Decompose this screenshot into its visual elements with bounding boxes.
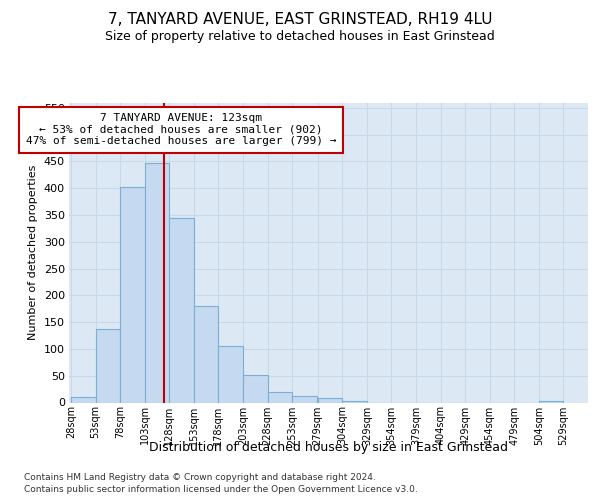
Bar	[169, 218, 194, 402]
Bar	[145, 163, 169, 402]
Bar	[342, 401, 367, 402]
Y-axis label: Number of detached properties: Number of detached properties	[28, 165, 38, 340]
Bar	[218, 346, 243, 403]
Text: Distribution of detached houses by size in East Grinstead: Distribution of detached houses by size …	[149, 441, 508, 454]
Bar	[317, 398, 342, 402]
Text: Size of property relative to detached houses in East Grinstead: Size of property relative to detached ho…	[105, 30, 495, 43]
Text: Contains HM Land Registry data © Crown copyright and database right 2024.: Contains HM Land Registry data © Crown c…	[24, 472, 376, 482]
Text: 7, TANYARD AVENUE, EAST GRINSTEAD, RH19 4LU: 7, TANYARD AVENUE, EAST GRINSTEAD, RH19 …	[108, 12, 492, 28]
Text: Contains public sector information licensed under the Open Government Licence v3: Contains public sector information licen…	[24, 485, 418, 494]
Bar	[95, 329, 120, 402]
Bar	[194, 306, 218, 402]
Bar	[268, 392, 292, 402]
Bar	[243, 374, 268, 402]
Text: 7 TANYARD AVENUE: 123sqm
← 53% of detached houses are smaller (902)
47% of semi-: 7 TANYARD AVENUE: 123sqm ← 53% of detach…	[26, 113, 337, 146]
Bar	[539, 401, 563, 402]
Bar	[71, 397, 95, 402]
Bar	[292, 396, 317, 402]
Bar	[120, 186, 145, 402]
